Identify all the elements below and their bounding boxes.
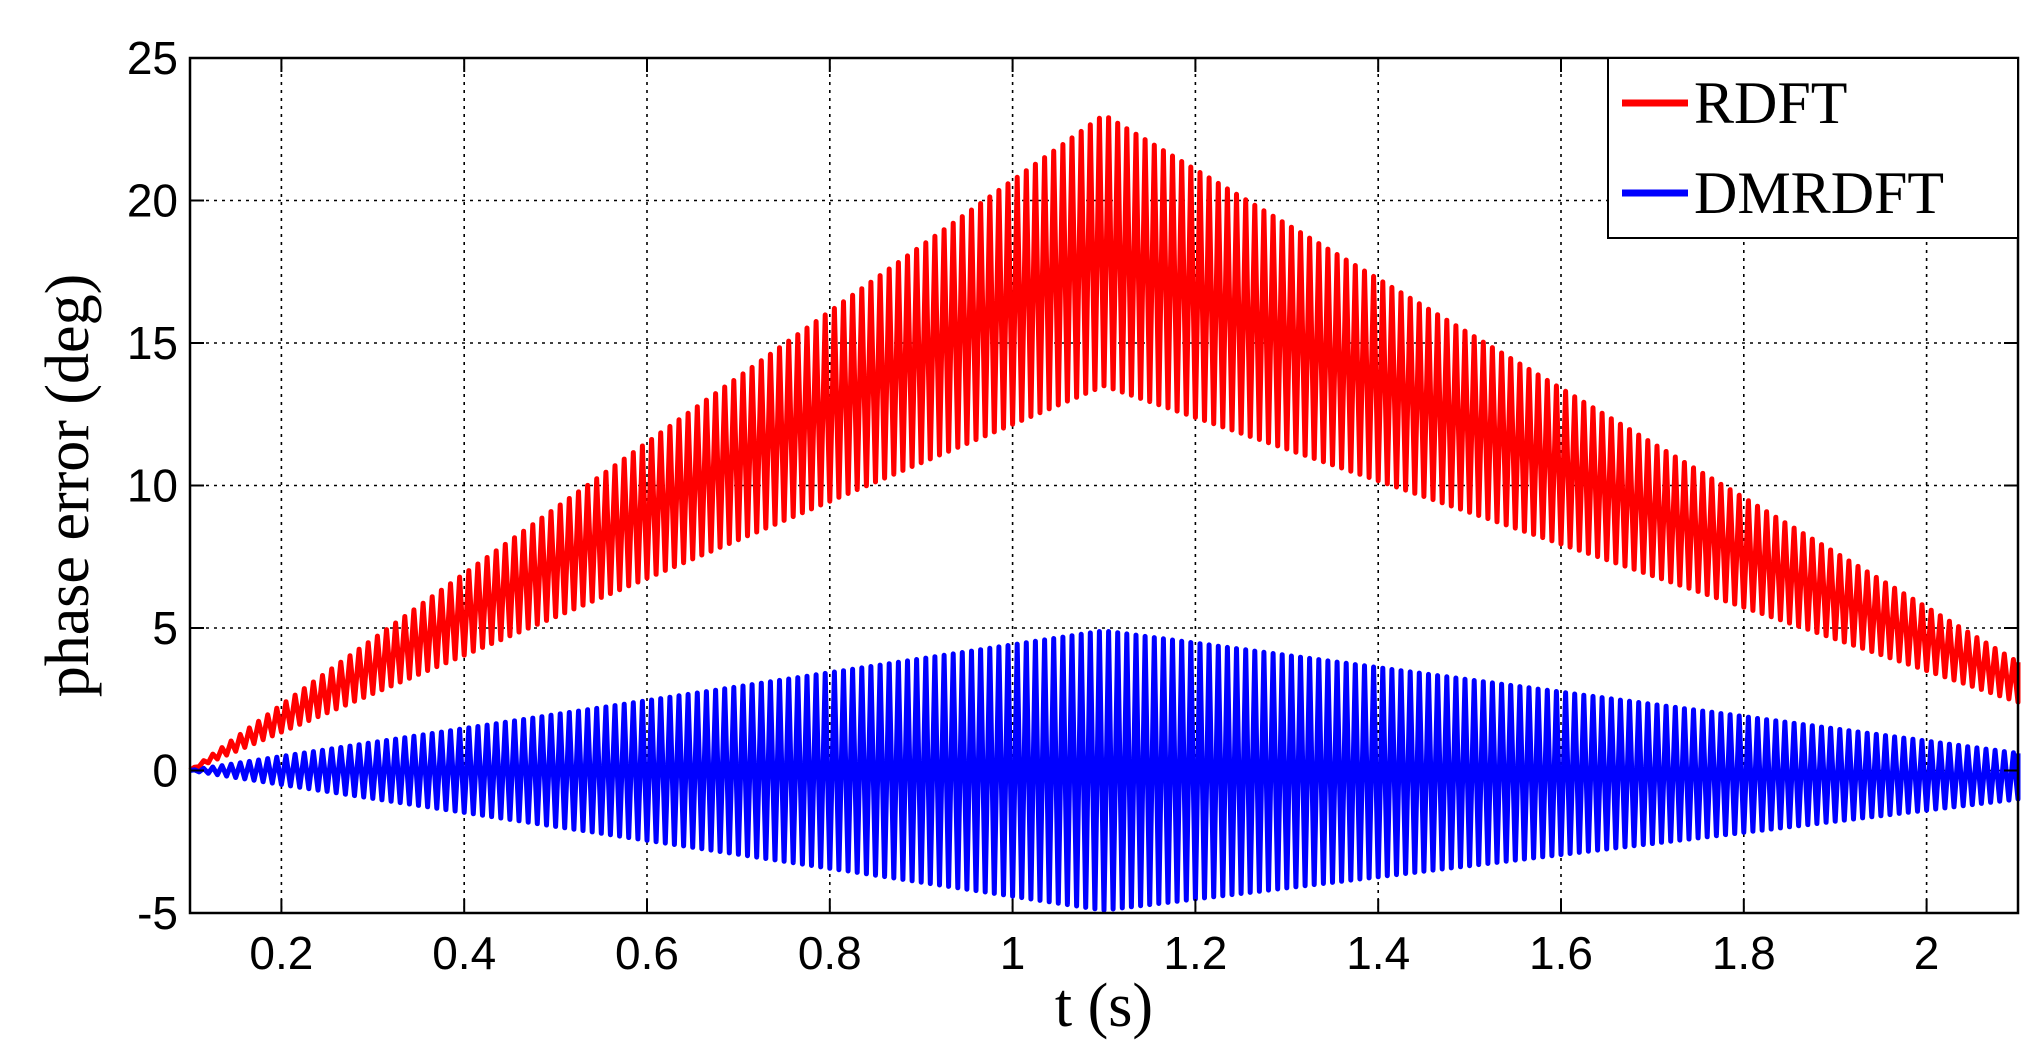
y-tick-label: 10: [127, 460, 178, 512]
x-axis-title: t (s): [1055, 972, 1153, 1040]
x-tick-label: 0.6: [615, 927, 679, 979]
y-tick-label: 25: [127, 32, 178, 84]
series-line-dmrdft: [189, 629, 2021, 913]
y-tick-label: 5: [152, 602, 178, 654]
y-axis-title: phase error (deg): [34, 274, 102, 697]
x-tick-label: 1.2: [1163, 927, 1227, 979]
legend-label-dmrdft: DMRDFT: [1694, 160, 1944, 226]
y-tick-label: 20: [127, 175, 178, 227]
x-tick-label: 1: [1000, 927, 1026, 979]
x-tick-label: 1.8: [1712, 927, 1776, 979]
legend-label-rdft: RDFT: [1694, 70, 1847, 136]
y-tick-label: -5: [137, 887, 178, 939]
y-tick-label: 15: [127, 317, 178, 369]
x-tick-label: 1.4: [1346, 927, 1410, 979]
x-tick-label: 2: [1914, 927, 1940, 979]
x-tick-label: 0.2: [249, 927, 313, 979]
x-tick-label: 0.8: [798, 927, 862, 979]
legend-box: [1607, 57, 2019, 239]
series-line-rdft: [188, 115, 2021, 773]
tick-labels: 0.2 0.4 0.6 0.8 1 1.2 1.4 1.6 1.8 2 -5 0 5 10 15 20 25: [127, 32, 1940, 979]
legend: RDFT DMRDFT: [1607, 57, 2019, 239]
x-tick-label: 1.6: [1529, 927, 1593, 979]
series-layer: [188, 115, 2021, 913]
x-tick-label: 0.4: [432, 927, 496, 979]
y-tick-label: 0: [152, 745, 178, 797]
